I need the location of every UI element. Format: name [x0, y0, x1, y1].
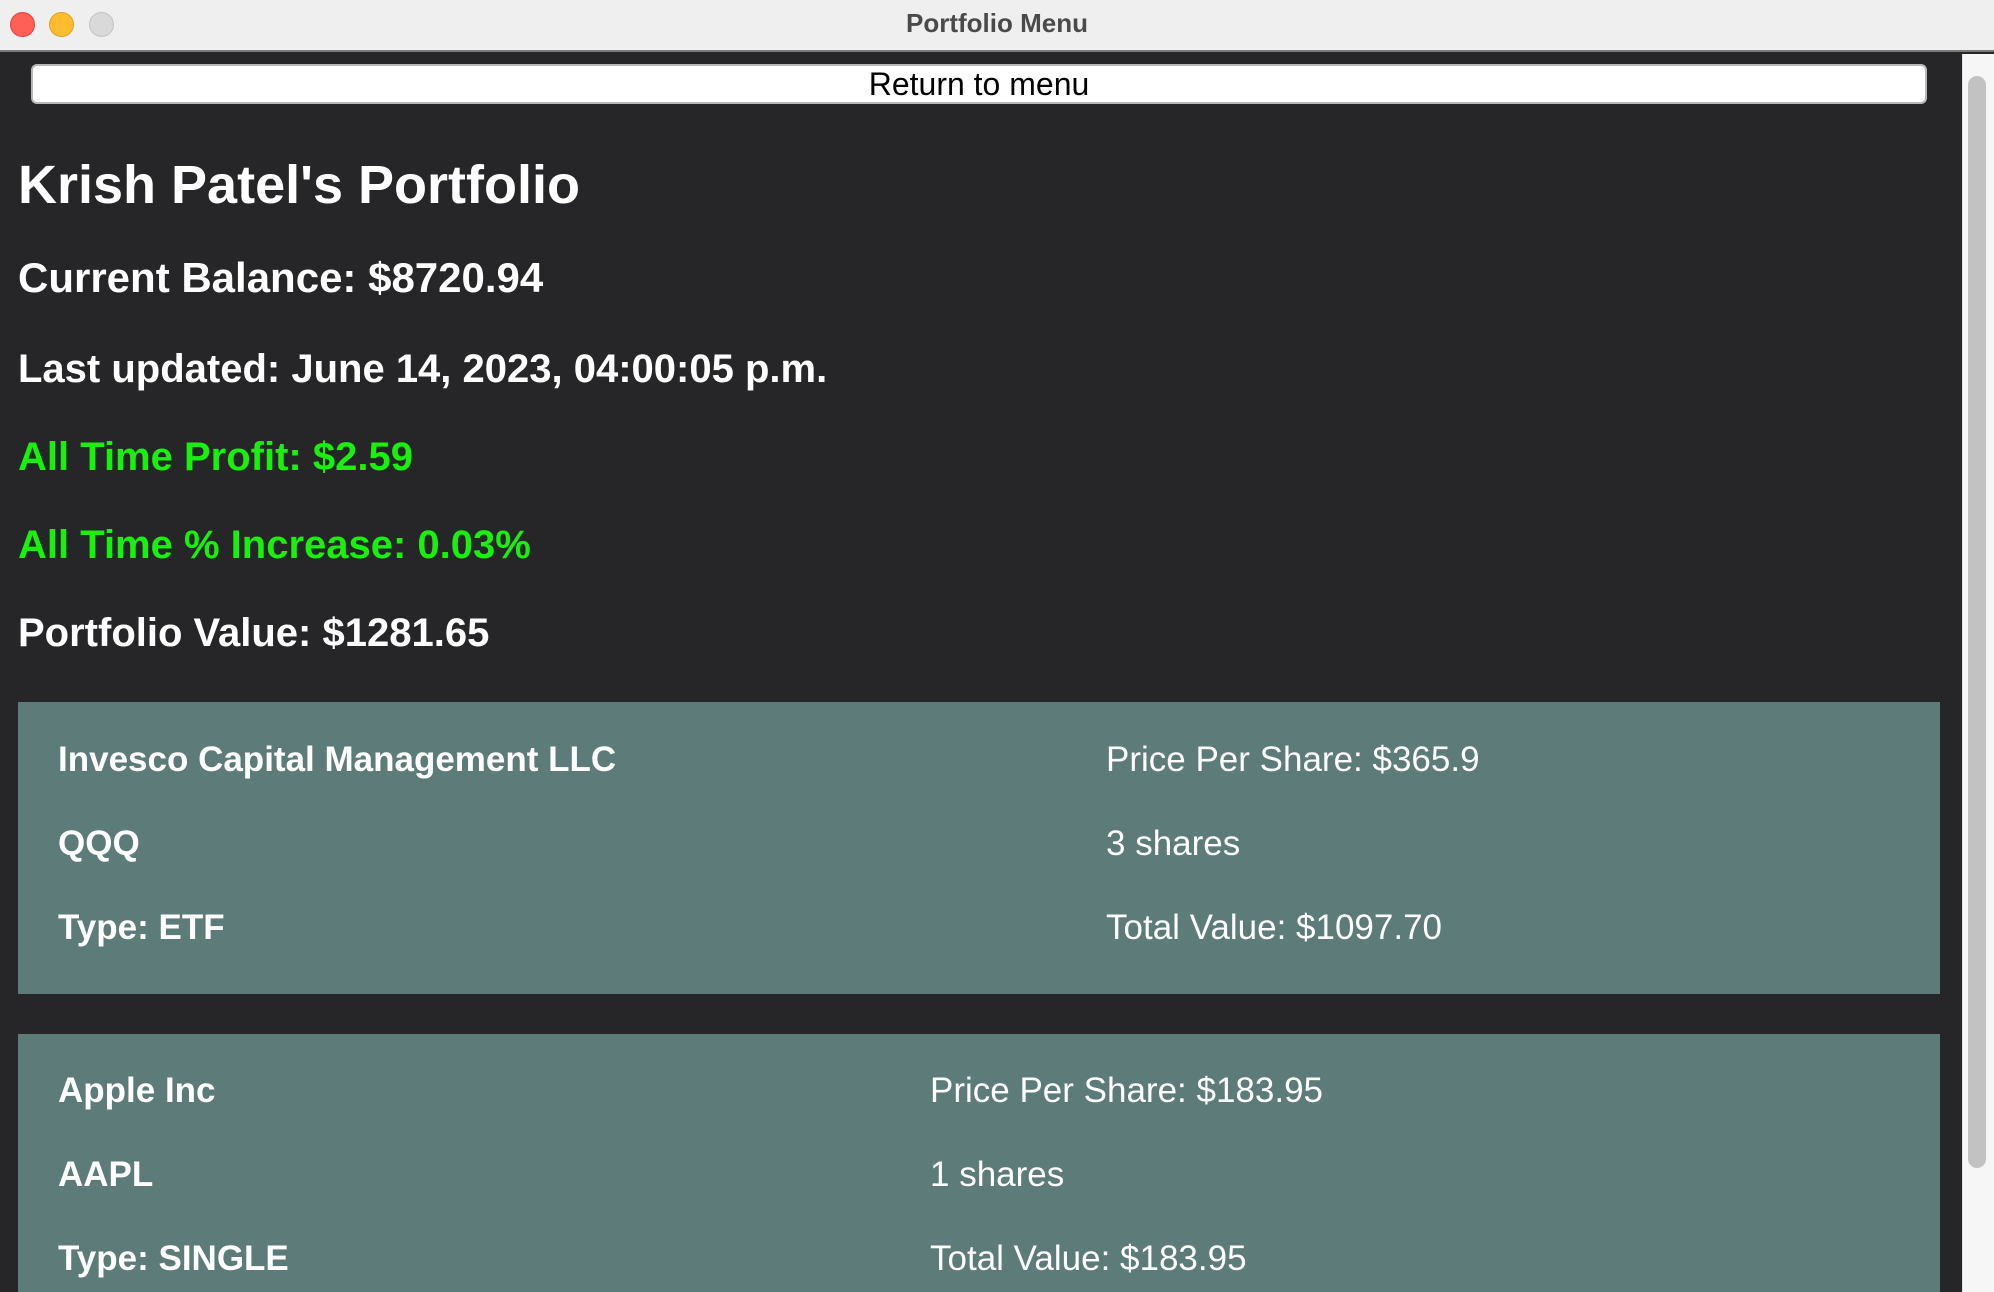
all-time-profit: All Time Profit: $2.59: [18, 435, 413, 479]
holding-price-per-share: Price Per Share: $365.9: [1106, 740, 1480, 779]
holding-ticker: QQQ: [58, 824, 140, 863]
holding-card: Invesco Capital Management LLC QQQ Type:…: [18, 702, 1940, 994]
current-balance: Current Balance: $8720.94: [18, 254, 544, 301]
portfolio-title: Krish Patel's Portfolio: [18, 155, 580, 215]
holding-ticker: AAPL: [58, 1155, 154, 1194]
title-bar: Portfolio Menu: [0, 0, 1994, 52]
minimize-window-icon[interactable]: [49, 12, 74, 37]
holding-total-value: Total Value: $1097.70: [1106, 908, 1443, 947]
all-time-percent-increase: All Time % Increase: 0.03%: [18, 523, 531, 567]
window-title: Portfolio Menu: [906, 8, 1088, 38]
holding-card: Apple Inc AAPL Type: SINGLE Price Per Sh…: [18, 1034, 1940, 1292]
holding-shares: 1 shares: [930, 1155, 1065, 1194]
holding-total-value: Total Value: $183.95: [930, 1239, 1247, 1278]
holding-shares: 3 shares: [1106, 824, 1241, 863]
portfolio-content[interactable]: Return to menu Krish Patel's Portfolio C…: [0, 54, 1962, 1292]
holding-name: Apple Inc: [58, 1071, 216, 1110]
zoom-window-icon[interactable]: [89, 12, 114, 37]
scrollbar-thumb[interactable]: [1968, 76, 1986, 1168]
holding-price-per-share: Price Per Share: $183.95: [930, 1071, 1324, 1110]
holding-name: Invesco Capital Management LLC: [58, 740, 617, 779]
return-to-menu-button[interactable]: Return to menu: [31, 64, 1927, 104]
holding-type: Type: ETF: [58, 908, 225, 947]
close-window-icon[interactable]: [10, 12, 35, 37]
holding-type: Type: SINGLE: [58, 1239, 289, 1278]
portfolio-value: Portfolio Value: $1281.65: [18, 611, 490, 655]
last-updated: Last updated: June 14, 2023, 04:00:05 p.…: [18, 347, 828, 391]
